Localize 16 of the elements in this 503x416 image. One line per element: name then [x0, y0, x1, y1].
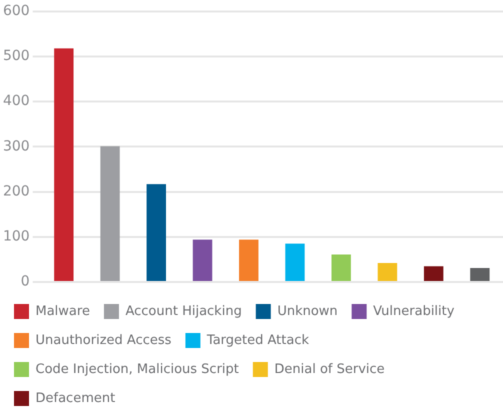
- y-tick-label: 200: [2, 183, 30, 200]
- legend-label: Malware: [36, 304, 90, 319]
- legend-label: Code Injection, Malicious Script: [36, 362, 239, 377]
- y-tick-label: 100: [2, 228, 30, 245]
- y-tick-label: 600: [2, 3, 30, 20]
- legend-label: Targeted Attack: [206, 332, 310, 348]
- legend-label: Unauthorized Access: [36, 332, 172, 348]
- legend-label: Denial of Service: [274, 362, 385, 377]
- legend-label: Defacement: [36, 390, 116, 406]
- y-tick-label: 500: [2, 48, 30, 64]
- legend-label: Vulnerability: [373, 304, 455, 319]
- y-tick-label: 300: [2, 138, 30, 154]
- legend-label: Unknown: [277, 304, 338, 319]
- y-tick-label: 400: [2, 93, 30, 110]
- legend-label: Account Hijacking: [125, 304, 242, 319]
- y-tick-label: 0: [20, 274, 30, 290]
